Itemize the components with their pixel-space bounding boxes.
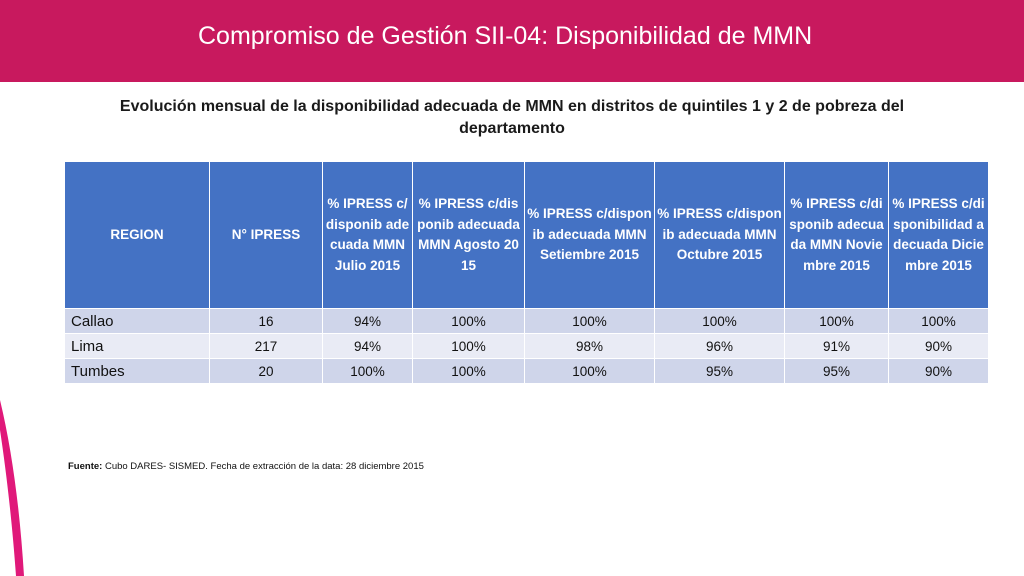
footnote-label: Fuente: xyxy=(68,461,103,472)
table-cell: 100% xyxy=(412,358,525,384)
table-cell: 100% xyxy=(784,308,889,334)
column-header: N° IPRESS xyxy=(209,161,323,309)
table-cell: 100% xyxy=(654,308,785,334)
table-cell: 94% xyxy=(322,308,413,334)
table-subtitle: Evolución mensual de la disponibilidad a… xyxy=(119,98,905,137)
availability-table: REGION N° IPRESS % IPRESS c/disponib ade… xyxy=(64,161,989,384)
table-cell: 16 xyxy=(209,308,323,334)
table-cell: 100% xyxy=(524,308,655,334)
table-cell: 91% xyxy=(784,333,889,359)
footnote-text: Cubo DARES- SISMED. Fecha de extracción … xyxy=(102,461,424,472)
column-header: % IPRESS c/disponib adecuada MMN Octubre… xyxy=(654,161,785,309)
header-bar xyxy=(0,0,1024,82)
table-cell: 100% xyxy=(524,358,655,384)
region-cell: Tumbes xyxy=(64,358,210,384)
table-cell: 95% xyxy=(784,358,889,384)
decorative-curve xyxy=(0,400,24,576)
table-cell: 100% xyxy=(322,358,413,384)
table-cell: 20 xyxy=(209,358,323,384)
slide-title: Compromiso de Gestión SII-04: Disponibil… xyxy=(198,22,813,50)
data-table-container: REGION N° IPRESS % IPRESS c/disponib ade… xyxy=(64,161,989,384)
accent-curve xyxy=(0,400,24,576)
column-header: % IPRESS c/disponib adecuada MMN Julio 2… xyxy=(322,161,413,309)
table-cell: 98% xyxy=(524,333,655,359)
table-row: Callao 16 94% 100% 100% 100% 100% 100% xyxy=(64,308,989,334)
column-header: % IPRESS c/disponib adecuada MMN Agosto … xyxy=(412,161,525,309)
column-header: % IPRESS c/disponib adecuada MMN Noviemb… xyxy=(784,161,889,309)
column-header: % IPRESS c/disponib adecuada MMN Setiemb… xyxy=(524,161,655,309)
table-cell: 96% xyxy=(654,333,785,359)
table-row: Tumbes 20 100% 100% 100% 95% 95% 90% xyxy=(64,358,989,384)
region-cell: Lima xyxy=(64,333,210,359)
header-row: REGION N° IPRESS % IPRESS c/disponib ade… xyxy=(64,161,989,309)
column-header: REGION xyxy=(64,161,210,309)
source-footnote: Fuente: Cubo DARES- SISMED. Fecha de ext… xyxy=(68,461,424,472)
table-cell: 90% xyxy=(888,333,989,359)
table-cell: 90% xyxy=(888,358,989,384)
table-cell: 100% xyxy=(412,333,525,359)
table-row: Lima 217 94% 100% 98% 96% 91% 90% xyxy=(64,333,989,359)
column-header: % IPRESS c/disponibilidad adecuada Dicie… xyxy=(888,161,989,309)
table-cell: 217 xyxy=(209,333,323,359)
region-cell: Callao xyxy=(64,308,210,334)
table-cell: 100% xyxy=(888,308,989,334)
table-cell: 94% xyxy=(322,333,413,359)
table-cell: 95% xyxy=(654,358,785,384)
table-cell: 100% xyxy=(412,308,525,334)
